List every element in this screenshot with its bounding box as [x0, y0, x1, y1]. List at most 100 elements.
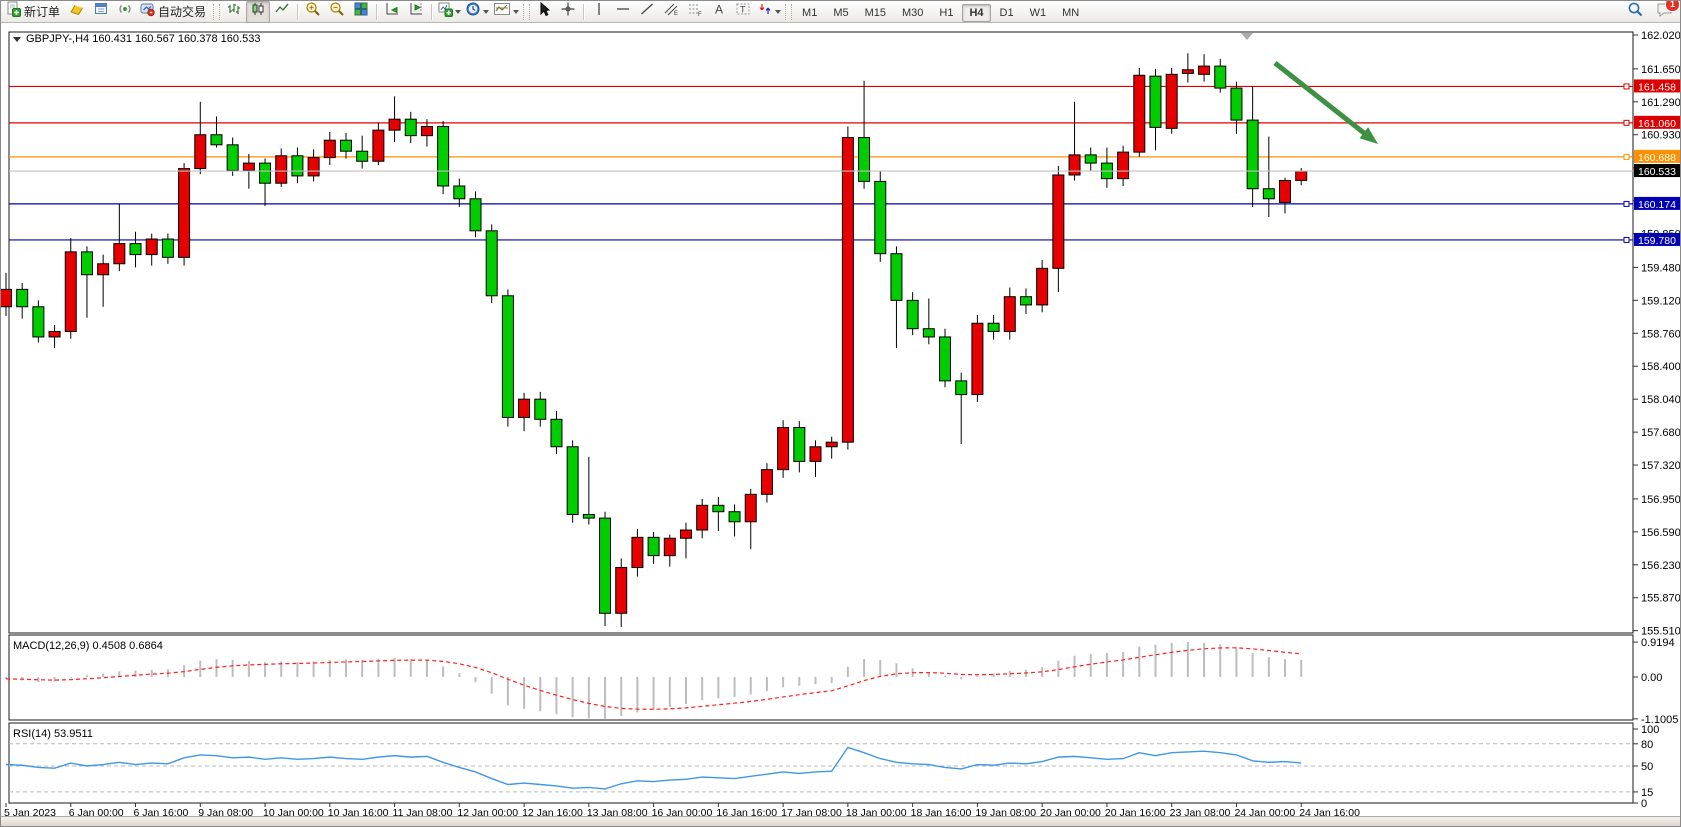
market-watch-button[interactable]	[65, 1, 89, 23]
svg-text:161.458: 161.458	[1638, 81, 1676, 93]
svg-text:E: E	[674, 11, 678, 17]
svg-text:80: 80	[1641, 739, 1653, 751]
svg-text:158.400: 158.400	[1641, 361, 1681, 373]
svg-text:157.680: 157.680	[1641, 427, 1681, 439]
crosshair-icon	[560, 1, 576, 22]
timeframe-W1[interactable]: W1	[1029, 6, 1047, 19]
line-anchor-marker[interactable]	[1623, 83, 1630, 90]
new-chart-button[interactable]	[435, 1, 463, 23]
auto-trading-label: 自动交易	[158, 5, 207, 19]
data-window-button[interactable]	[89, 1, 113, 23]
templates-button[interactable]	[491, 1, 521, 23]
cursor-tool-button[interactable]	[532, 1, 556, 23]
chart-shift-marker-icon[interactable]	[1241, 33, 1253, 40]
candle-body	[437, 126, 450, 187]
line-anchor-marker[interactable]	[1623, 236, 1630, 243]
new-order-button[interactable]: 新订单	[3, 1, 65, 23]
candle-body	[712, 504, 725, 513]
timeframe-H4[interactable]: H4	[962, 3, 991, 22]
toolbar-right-group: 1	[1623, 1, 1680, 23]
chart-header: GBPJPY-,H4 160.431 160.567 160.378 160.5…	[13, 33, 260, 45]
crosshair-tool-button[interactable]	[556, 1, 580, 23]
candles	[1, 53, 1308, 628]
candle-body	[1052, 174, 1065, 269]
zoom-out-button[interactable]	[325, 1, 349, 23]
collapse-arrow-icon[interactable]	[13, 37, 21, 42]
chart-shift-button[interactable]	[404, 1, 428, 23]
line-anchor-marker[interactable]	[1623, 119, 1630, 126]
auto-trading-button[interactable]: 自动交易	[137, 1, 211, 23]
toolbar-grip[interactable]	[213, 3, 221, 20]
toolbar-separator	[297, 3, 299, 20]
signals-button[interactable]	[113, 1, 137, 23]
svg-text:100: 100	[1641, 724, 1659, 736]
toolbar-separator	[431, 3, 433, 20]
svg-text:160.174: 160.174	[1638, 199, 1676, 211]
clock-icon	[465, 1, 481, 22]
candle-body	[550, 418, 563, 448]
price-axis[interactable]: 162.020161.650161.290160.930160.570160.2…	[1633, 30, 1681, 638]
notifications-button[interactable]: 1	[1655, 1, 1680, 23]
trendline-tool-button[interactable]	[635, 1, 659, 23]
svg-text:0.9194: 0.9194	[1641, 637, 1675, 649]
candle-body	[922, 328, 935, 338]
svg-text:156.590: 156.590	[1641, 527, 1681, 539]
svg-text:156.230: 156.230	[1641, 560, 1681, 572]
timeframe-M15[interactable]: M15	[864, 6, 886, 19]
candle-body	[1036, 267, 1049, 306]
fibonacci-tool-button[interactable]: F	[683, 1, 707, 23]
toolbar-grip[interactable]	[523, 3, 531, 20]
candle-body	[469, 198, 482, 232]
candlestick-mode-button[interactable]	[246, 1, 271, 23]
svg-text:0.00: 0.00	[1641, 672, 1662, 684]
timeframe-M30[interactable]: M30	[902, 6, 924, 19]
zoom-in-button[interactable]	[301, 1, 325, 23]
trend-arrow-annotation[interactable]	[1273, 61, 1378, 144]
line-anchor-marker[interactable]	[1623, 200, 1630, 207]
svg-text:159.120: 159.120	[1641, 295, 1681, 307]
candle-body	[1246, 119, 1259, 190]
timeframe-MN[interactable]: MN	[1062, 6, 1080, 19]
timeframe-M5[interactable]: M5	[833, 6, 849, 19]
candle-body	[777, 427, 790, 471]
line-anchor-marker[interactable]	[1623, 153, 1630, 160]
candle-body	[501, 295, 514, 418]
text-tool-button[interactable]: A	[707, 1, 731, 23]
svg-text:158.760: 158.760	[1641, 328, 1681, 340]
svg-text:162.020: 162.020	[1641, 30, 1681, 42]
chevron-down-icon	[483, 9, 490, 14]
profiles-button[interactable]	[463, 1, 491, 23]
timeframe-D1[interactable]: D1	[999, 6, 1014, 19]
candlestick-icon	[250, 1, 266, 22]
candle-body	[242, 162, 255, 171]
candle-body	[987, 322, 1000, 332]
toolbar-grip[interactable]	[785, 3, 793, 20]
auto-scroll-button[interactable]	[380, 1, 404, 23]
tile-windows-button[interactable]	[349, 1, 373, 23]
candle-body	[129, 243, 142, 256]
candle-body	[971, 322, 984, 396]
timeframe-M1[interactable]: M1	[802, 6, 818, 19]
candle-body	[275, 155, 288, 184]
vertical-line-tool-button[interactable]	[587, 1, 611, 23]
toolbar-separator	[376, 3, 378, 20]
svg-text:160.930: 160.930	[1641, 130, 1681, 142]
search-button[interactable]	[1623, 1, 1647, 23]
toolbar-separator	[583, 3, 585, 20]
tile-windows-icon	[353, 1, 369, 22]
horizontal-line-tool-button[interactable]	[611, 1, 635, 23]
candle-body	[825, 441, 838, 448]
channel-tool-button[interactable]: E	[659, 1, 683, 23]
timeframe-H1[interactable]: H1	[939, 6, 954, 19]
candle-body	[388, 118, 401, 131]
line-chart-mode-button[interactable]	[270, 1, 294, 23]
bar-chart-mode-button[interactable]	[222, 1, 246, 23]
svg-text:161.060: 161.060	[1638, 118, 1676, 130]
svg-text:15: 15	[1641, 787, 1653, 799]
text-label-tool-button[interactable]: T	[731, 1, 755, 23]
chevron-down-icon	[455, 9, 462, 14]
arrows-tool-button[interactable]	[755, 1, 783, 23]
svg-text:156.950: 156.950	[1641, 494, 1681, 506]
text-icon: A	[711, 1, 727, 22]
